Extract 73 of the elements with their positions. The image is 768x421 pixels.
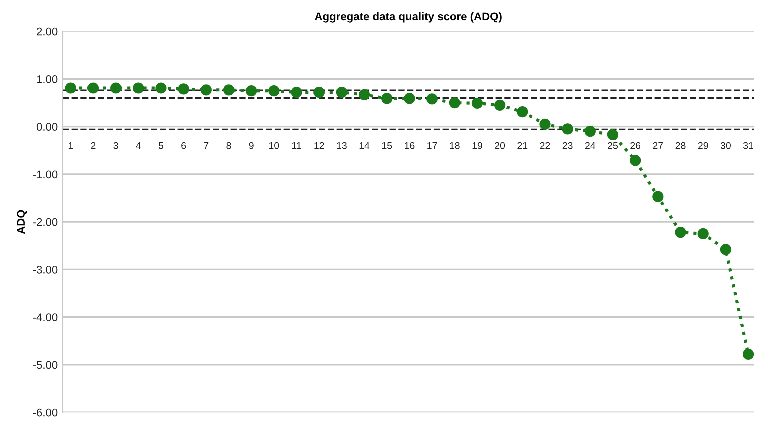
x-tick-label: 12 (314, 142, 324, 150)
x-tick-label: 16 (405, 142, 415, 150)
point (200, 84, 212, 96)
x-tick-label: 11 (292, 142, 302, 150)
x-tick-label: 24 (585, 142, 596, 150)
y-tick-label: -2.00 (33, 218, 58, 226)
point (336, 86, 348, 98)
y-tick-label: 0.00 (36, 123, 58, 131)
point (178, 84, 190, 95)
point (698, 228, 709, 240)
point (358, 89, 370, 100)
x-tick-label: 19 (472, 142, 482, 150)
point (607, 129, 619, 140)
y-tick-label: -6.00 (33, 408, 58, 417)
y-tick-label: -5.00 (33, 361, 58, 370)
point (517, 106, 528, 118)
point (720, 244, 732, 256)
point (652, 191, 664, 202)
point (584, 126, 596, 138)
x-tick-label: 8 (226, 142, 232, 150)
point (742, 348, 754, 360)
x-tick-label: 25 (608, 142, 618, 150)
point (426, 94, 438, 105)
x-tick-label: 5 (158, 142, 164, 150)
point (449, 97, 460, 109)
x-tick-label: 7 (204, 142, 209, 150)
point (630, 155, 642, 166)
x-tick-label: 20 (495, 142, 506, 150)
point (133, 82, 144, 94)
x-tick-label: 14 (360, 142, 370, 150)
y-tick-label: -1.00 (33, 170, 58, 179)
x-tick-label: 27 (653, 142, 664, 150)
x-tick-label: 17 (428, 142, 438, 150)
x-tick-label: 31 (743, 142, 754, 150)
y-tick-label: 2.00 (37, 28, 58, 36)
x-tick-label: 6 (182, 142, 186, 150)
chart-title: Aggregate data quality score (ADQ) (315, 12, 502, 23)
x-tick-label: 22 (540, 142, 550, 150)
point (382, 93, 393, 104)
y-tick-label: 1.00 (37, 75, 58, 84)
point (675, 227, 686, 238)
x-tick-label: 21 (518, 142, 528, 150)
x-tick-label: 9 (249, 142, 254, 150)
x-tick-label: 28 (676, 142, 686, 150)
point (268, 86, 280, 97)
x-tick-label: 18 (450, 142, 460, 150)
point (472, 98, 484, 110)
point (540, 118, 551, 130)
x-tick-label: 10 (270, 142, 280, 150)
x-tick-label: 2 (91, 142, 96, 150)
point (110, 82, 122, 94)
point (314, 86, 325, 98)
point (562, 124, 574, 135)
x-tick-label: 4 (136, 142, 142, 150)
x-tick-label: 30 (720, 142, 731, 150)
x-tick-label: 26 (630, 142, 641, 150)
y-tick-label: -3.00 (33, 266, 58, 274)
point (246, 86, 258, 97)
x-tick-label: 13 (337, 142, 347, 150)
point (404, 93, 416, 104)
x-tick-label: 23 (562, 142, 573, 150)
point (223, 84, 235, 96)
x-tick-label: 29 (698, 142, 708, 150)
y-tick-label: -4.00 (33, 314, 58, 322)
y-axis-title: ADQ (17, 210, 28, 234)
point (156, 82, 167, 94)
point (88, 82, 100, 94)
x-tick-label: 1 (68, 142, 74, 150)
point (291, 86, 302, 98)
x-tick-label: 3 (114, 142, 118, 150)
point (65, 82, 76, 94)
x-tick-label: 15 (382, 142, 392, 150)
point (494, 100, 506, 111)
